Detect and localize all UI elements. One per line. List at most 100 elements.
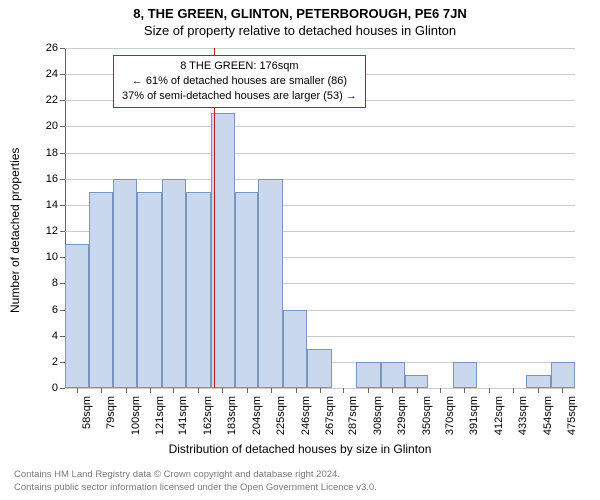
histogram-bar	[381, 362, 405, 388]
info-line-2: ← 61% of detached houses are smaller (86…	[122, 74, 357, 89]
histogram-bar	[65, 244, 89, 388]
ytick-label: 14	[30, 199, 58, 211]
xtick-label: 58sqm	[81, 396, 93, 446]
histogram-bar	[283, 310, 307, 388]
histogram-bar	[551, 362, 575, 388]
ytick-label: 6	[30, 304, 58, 316]
xtick-label: 121sqm	[154, 396, 166, 446]
title-sub: Size of property relative to detached ho…	[0, 21, 600, 38]
xtick-mark	[392, 388, 393, 393]
ytick-label: 18	[30, 147, 58, 159]
ytick-mark	[60, 179, 65, 180]
xtick-label: 267sqm	[324, 396, 336, 446]
ytick-label: 0	[30, 382, 58, 394]
xtick-mark	[173, 388, 174, 393]
ytick-mark	[60, 126, 65, 127]
chart-area: 8 THE GREEN: 176sqm ← 61% of detached ho…	[65, 48, 575, 389]
xtick-mark	[126, 388, 127, 393]
xtick-label: 100sqm	[130, 396, 142, 446]
gridline	[65, 126, 575, 127]
xtick-label: 454sqm	[542, 396, 554, 446]
xtick-label: 225sqm	[275, 396, 287, 446]
xtick-mark	[77, 388, 78, 393]
footer-attribution: Contains HM Land Registry data © Crown c…	[14, 469, 377, 494]
ytick-label: 22	[30, 94, 58, 106]
xtick-mark	[440, 388, 441, 393]
ytick-mark	[60, 336, 65, 337]
ytick-label: 8	[30, 277, 58, 289]
xtick-label: 433sqm	[517, 396, 529, 446]
histogram-bar	[186, 192, 210, 388]
ytick-label: 16	[30, 173, 58, 185]
ytick-label: 26	[30, 42, 58, 54]
info-box: 8 THE GREEN: 176sqm ← 61% of detached ho…	[113, 55, 366, 108]
ytick-mark	[60, 362, 65, 363]
xtick-label: 246sqm	[300, 396, 312, 446]
footer-line-1: Contains HM Land Registry data © Crown c…	[14, 469, 377, 481]
gridline	[65, 179, 575, 180]
histogram-bar	[405, 375, 428, 388]
ytick-mark	[60, 205, 65, 206]
ytick-mark	[60, 153, 65, 154]
ytick-mark	[60, 388, 65, 389]
xtick-label: 329sqm	[396, 396, 408, 446]
xtick-label: 350sqm	[421, 396, 433, 446]
histogram-bar	[89, 192, 112, 388]
ytick-mark	[60, 74, 65, 75]
histogram-bar	[235, 192, 258, 388]
xtick-mark	[562, 388, 563, 393]
xtick-mark	[489, 388, 490, 393]
xtick-mark	[198, 388, 199, 393]
xtick-label: 412sqm	[493, 396, 505, 446]
ytick-mark	[60, 48, 65, 49]
gridline	[65, 48, 575, 49]
xtick-label: 79sqm	[105, 396, 117, 446]
ytick-mark	[60, 283, 65, 284]
ytick-mark	[60, 100, 65, 101]
y-axis-label: Number of detached properties	[8, 148, 22, 313]
histogram-bar	[526, 375, 550, 388]
ytick-label: 24	[30, 68, 58, 80]
xtick-mark	[320, 388, 321, 393]
ytick-mark	[60, 310, 65, 311]
ytick-mark	[60, 231, 65, 232]
histogram-bar	[307, 349, 331, 388]
histogram-bar	[258, 179, 282, 388]
xtick-mark	[247, 388, 248, 393]
ytick-mark	[60, 257, 65, 258]
gridline	[65, 153, 575, 154]
xtick-mark	[513, 388, 514, 393]
ytick-label: 12	[30, 225, 58, 237]
xtick-mark	[271, 388, 272, 393]
xtick-label: 183sqm	[226, 396, 238, 446]
xtick-mark	[343, 388, 344, 393]
xtick-label: 287sqm	[347, 396, 359, 446]
histogram-bar	[356, 362, 380, 388]
xtick-label: 141sqm	[177, 396, 189, 446]
info-line-1: 8 THE GREEN: 176sqm	[122, 59, 357, 74]
ytick-label: 10	[30, 251, 58, 263]
histogram-bar	[453, 362, 477, 388]
histogram-bar	[137, 192, 161, 388]
xtick-label: 475sqm	[566, 396, 578, 446]
info-line-3: 37% of semi-detached houses are larger (…	[122, 89, 357, 104]
xtick-mark	[150, 388, 151, 393]
ytick-label: 20	[30, 120, 58, 132]
histogram-bar	[162, 179, 186, 388]
xtick-label: 391sqm	[468, 396, 480, 446]
ytick-label: 4	[30, 330, 58, 342]
title-main: 8, THE GREEN, GLINTON, PETERBOROUGH, PE6…	[0, 0, 600, 21]
ytick-label: 2	[30, 356, 58, 368]
xtick-label: 370sqm	[444, 396, 456, 446]
xtick-mark	[464, 388, 465, 393]
footer-line-2: Contains public sector information licen…	[14, 482, 377, 494]
xtick-mark	[296, 388, 297, 393]
xtick-mark	[538, 388, 539, 393]
xtick-label: 204sqm	[251, 396, 263, 446]
xtick-label: 162sqm	[202, 396, 214, 446]
xtick-label: 308sqm	[372, 396, 384, 446]
histogram-bar	[113, 179, 137, 388]
xtick-mark	[417, 388, 418, 393]
xtick-mark	[368, 388, 369, 393]
xtick-mark	[222, 388, 223, 393]
